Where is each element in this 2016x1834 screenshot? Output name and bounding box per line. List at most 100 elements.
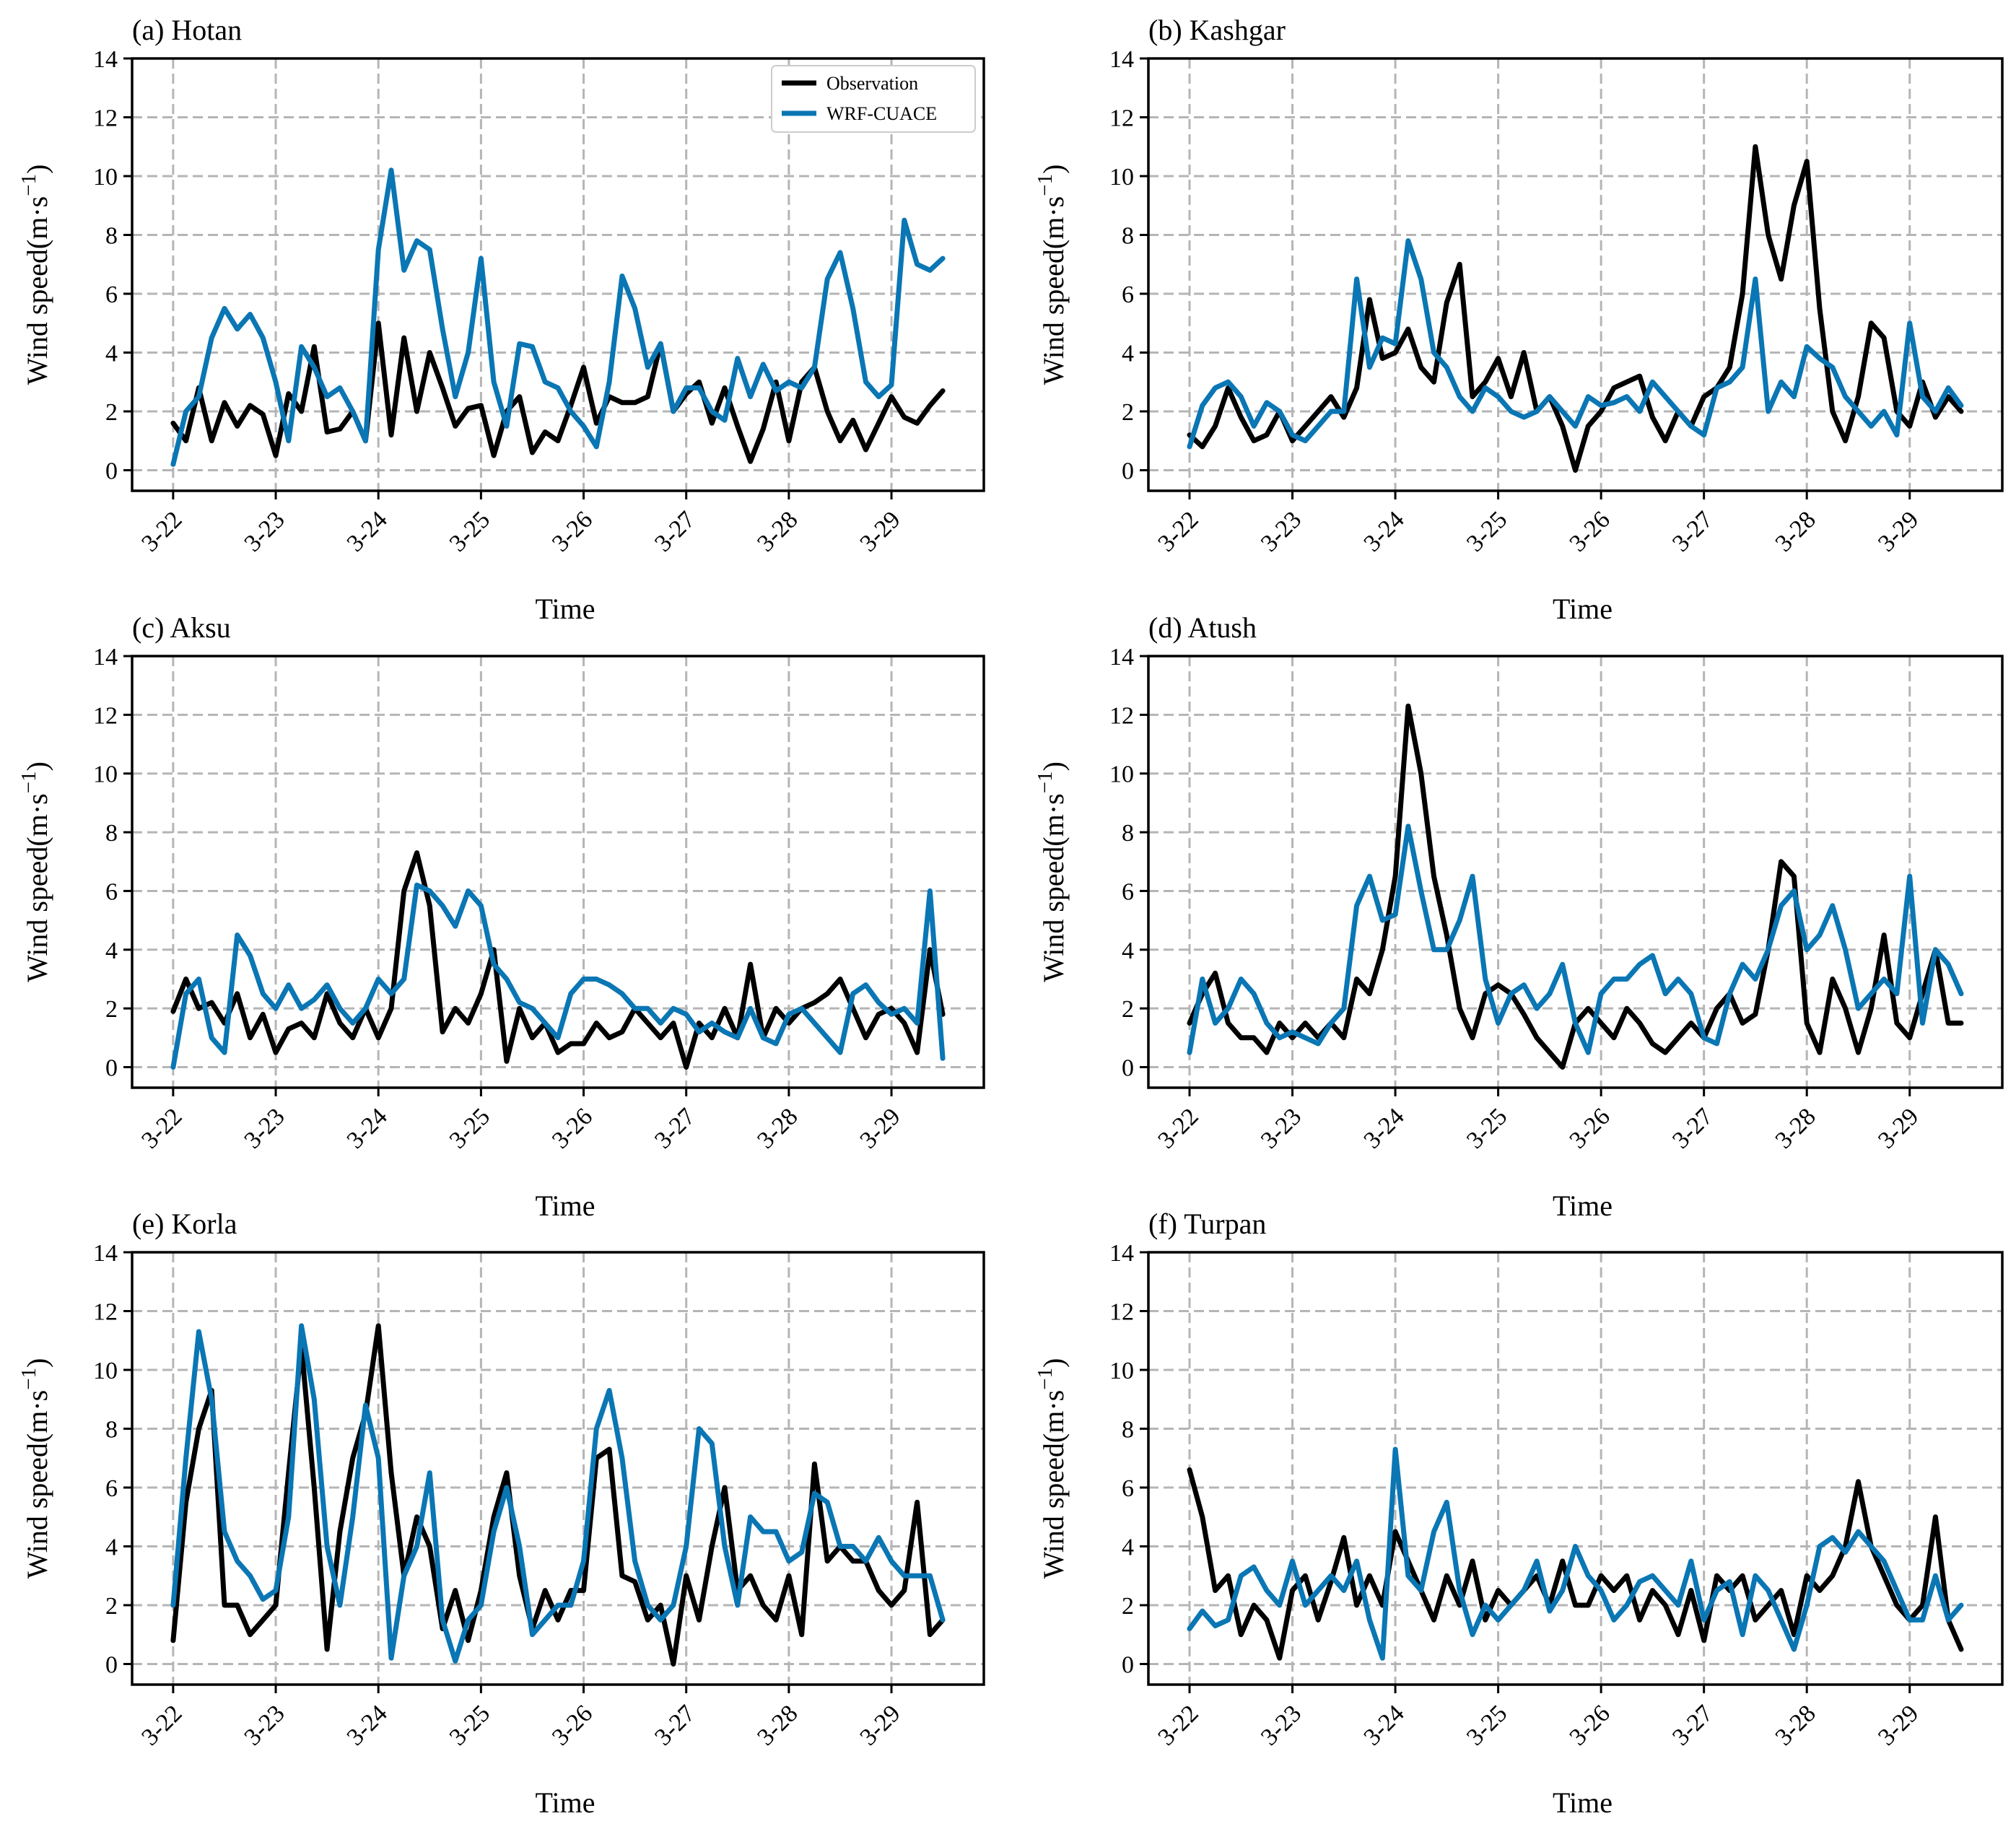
y-axis-label-superscript: −1 bbox=[1034, 771, 1057, 793]
subplot-4: 0 2 4 6 8 10 12 14 3-22 3-23 3-24 3-25 3-26 3-27 3-28 3… bbox=[1034, 611, 2004, 1222]
x-tick-label: 3-26 bbox=[547, 1700, 598, 1750]
observation-line bbox=[1187, 1467, 1964, 1661]
panel-title: (a) Hotan bbox=[132, 14, 242, 46]
y-axis-label-main: Wind speed(m·s bbox=[21, 196, 53, 385]
y-axis-label-superscript: −1 bbox=[1034, 174, 1057, 196]
y-axis-label-main: Wind speed(m·s bbox=[21, 793, 53, 982]
y-tick-label: 4 bbox=[105, 938, 118, 964]
axes-frame bbox=[1147, 1251, 2004, 1686]
y-tick-label: 10 bbox=[93, 761, 118, 788]
y-axis-label-superscript: −1 bbox=[17, 1368, 40, 1390]
y-tick-label: 2 bbox=[105, 399, 118, 426]
x-tick-label: 3-22 bbox=[1153, 506, 1203, 556]
x-tick-label: 3-25 bbox=[1462, 1700, 1512, 1750]
x-axis-label: Time bbox=[1553, 593, 1613, 625]
y-tick-label: 14 bbox=[1109, 1240, 1134, 1267]
y-axis-label: Wind speed(m·s−1) bbox=[17, 1358, 53, 1579]
legend-box bbox=[771, 65, 976, 133]
wrf-cuace-line bbox=[1187, 824, 1964, 1055]
x-axis-label: Time bbox=[1553, 1189, 1613, 1222]
x-tick-label: 3-24 bbox=[1358, 506, 1409, 556]
y-tick-label: 0 bbox=[1122, 1055, 1134, 1082]
y-axis-label-close: ) bbox=[1037, 1358, 1070, 1368]
wrf-cuace-line bbox=[170, 1323, 946, 1664]
y-tick-label: 10 bbox=[93, 1358, 118, 1384]
y-axis-label-superscript: −1 bbox=[17, 174, 40, 196]
x-tick-label: 3-27 bbox=[1667, 506, 1718, 556]
x-tick-label: 3-24 bbox=[342, 1700, 393, 1750]
y-axis-label-main: Wind speed(m·s bbox=[1037, 793, 1070, 982]
y-axis-label-close: ) bbox=[1037, 165, 1070, 174]
subplot-1: 0 2 4 6 8 10 12 14 3-22 3-23 3-24 3-25 3-26 3-27 3-28 3… bbox=[17, 14, 985, 625]
x-tick-label: 3-26 bbox=[547, 1103, 598, 1153]
y-tick-label: 14 bbox=[93, 1240, 118, 1267]
y-tick-label: 4 bbox=[1122, 938, 1134, 964]
y-tick-label: 12 bbox=[1109, 1298, 1134, 1325]
x-tick-label: 3-28 bbox=[1771, 1103, 1821, 1153]
x-tick-label: 3-29 bbox=[1873, 506, 1924, 556]
y-tick-label: 6 bbox=[1122, 878, 1134, 905]
x-tick-label: 3-22 bbox=[136, 1700, 187, 1750]
y-tick-label: 2 bbox=[1122, 399, 1134, 426]
subplot-2: 0 2 4 6 8 10 12 14 3-22 3-23 3-24 3-25 3-26 3-27 3-28 3… bbox=[1034, 14, 2004, 625]
x-tick-label: 3-27 bbox=[1667, 1700, 1718, 1750]
x-tick-label: 3-29 bbox=[855, 1700, 905, 1750]
x-tick-label: 3-25 bbox=[445, 1103, 495, 1153]
x-tick-label: 3-23 bbox=[1256, 1103, 1306, 1153]
y-tick-label: 0 bbox=[105, 458, 118, 484]
x-axis-label: Time bbox=[535, 1189, 595, 1222]
y-axis-label-superscript: −1 bbox=[17, 771, 40, 793]
y-tick-label: 8 bbox=[105, 1416, 118, 1443]
y-tick-label: 8 bbox=[1122, 820, 1134, 847]
subplot-3: 0 2 4 6 8 10 12 14 3-22 3-23 3-24 3-25 3-26 3-27 3-28 3… bbox=[17, 611, 985, 1222]
x-tick-label: 3-27 bbox=[650, 506, 700, 556]
x-tick-label: 3-27 bbox=[1667, 1103, 1718, 1153]
y-tick-label: 4 bbox=[1122, 1534, 1134, 1560]
y-tick-label: 8 bbox=[1122, 1416, 1134, 1443]
wrf-cuace-line bbox=[1187, 1446, 1964, 1661]
x-tick-label: 3-29 bbox=[855, 1103, 905, 1153]
y-tick-label: 10 bbox=[93, 164, 118, 191]
x-axis-label: Time bbox=[1553, 1786, 1613, 1819]
y-tick-label: 2 bbox=[1122, 1593, 1134, 1620]
x-tick-label: 3-22 bbox=[136, 506, 187, 556]
y-tick-label: 0 bbox=[1122, 1651, 1134, 1678]
x-tick-label: 3-22 bbox=[136, 1103, 187, 1153]
x-tick-label: 3-24 bbox=[1358, 1700, 1409, 1750]
x-tick-label: 3-24 bbox=[342, 1103, 393, 1153]
wrf-cuace-line bbox=[1187, 238, 1964, 450]
legend-observation-label: Observation bbox=[826, 73, 918, 94]
observation-line bbox=[170, 850, 946, 1070]
y-tick-label: 2 bbox=[1122, 996, 1134, 1023]
x-tick-label: 3-28 bbox=[1771, 1700, 1821, 1750]
panel-title: (e) Korla bbox=[132, 1208, 237, 1240]
panel-title: (b) Kashgar bbox=[1148, 14, 1286, 46]
y-axis-label-close: ) bbox=[1037, 761, 1070, 771]
y-axis-label: Wind speed(m·s−1) bbox=[1034, 1358, 1070, 1579]
y-tick-label: 12 bbox=[1109, 702, 1134, 729]
x-tick-label: 3-28 bbox=[1771, 506, 1821, 556]
x-tick-label: 3-26 bbox=[1565, 506, 1615, 556]
y-tick-label: 14 bbox=[93, 46, 118, 73]
x-axis-label: Time bbox=[535, 1786, 595, 1819]
y-tick-label: 6 bbox=[1122, 281, 1134, 308]
x-tick-label: 3-23 bbox=[1256, 1700, 1306, 1750]
y-tick-label: 14 bbox=[1109, 46, 1134, 73]
x-tick-label: 3-26 bbox=[547, 506, 598, 556]
y-tick-label: 12 bbox=[93, 702, 118, 729]
y-axis-label: Wind speed(m·s−1) bbox=[17, 165, 53, 385]
x-tick-label: 3-26 bbox=[1565, 1700, 1615, 1750]
y-tick-label: 8 bbox=[105, 222, 118, 249]
y-tick-label: 0 bbox=[105, 1055, 118, 1082]
y-tick-label: 12 bbox=[93, 105, 118, 131]
x-tick-label: 3-23 bbox=[239, 1103, 289, 1153]
panel-title: (c) Aksu bbox=[132, 611, 231, 644]
x-tick-label: 3-25 bbox=[1462, 506, 1512, 556]
x-tick-label: 3-25 bbox=[445, 1700, 495, 1750]
y-tick-label: 6 bbox=[1122, 1475, 1134, 1502]
x-tick-label: 3-28 bbox=[752, 1700, 803, 1750]
x-tick-label: 3-28 bbox=[752, 1103, 803, 1153]
y-axis-label-close: ) bbox=[21, 165, 53, 174]
y-tick-label: 14 bbox=[1109, 644, 1134, 671]
